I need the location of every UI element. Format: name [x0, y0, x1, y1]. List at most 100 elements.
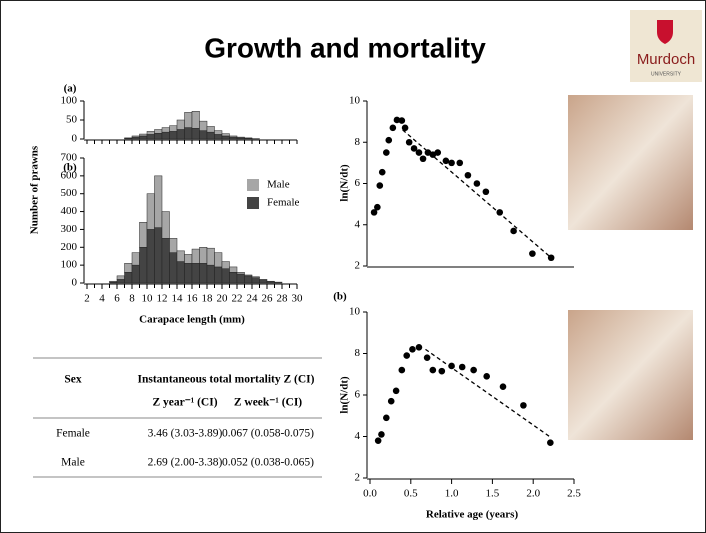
bar — [139, 133, 148, 137]
y-tick-label: 500 — [61, 187, 78, 199]
bar — [176, 119, 185, 130]
point — [547, 439, 554, 447]
logo: Murdoch UNIVERSITY — [630, 10, 702, 82]
table-header: Sex — [64, 374, 82, 386]
bar — [184, 254, 193, 264]
point — [482, 188, 490, 196]
bar — [146, 193, 155, 230]
point — [438, 367, 446, 375]
table-cell: 3.46 (3.03-3.89) — [148, 428, 223, 440]
y-tick-label: 2 — [355, 260, 361, 272]
bar — [251, 277, 260, 284]
x-tick-label: 8 — [129, 293, 135, 305]
bar — [176, 129, 185, 140]
bar — [221, 268, 230, 284]
x-tick-label: 2 — [84, 293, 90, 305]
bar — [169, 131, 178, 140]
y-tick-label: 2 — [355, 472, 361, 484]
point — [383, 149, 390, 156]
bar — [154, 227, 163, 284]
point — [510, 227, 517, 235]
point — [499, 383, 507, 391]
legend-label: Female — [267, 197, 299, 209]
y-tick-label: 50 — [66, 114, 78, 126]
x-tick-label: 1.5 — [486, 488, 500, 500]
table-cell: 0.067 (0.058-0.075) — [222, 428, 314, 440]
point — [423, 354, 431, 361]
y-tick-label: 700 — [61, 152, 78, 164]
bar — [229, 136, 238, 140]
bar — [251, 276, 260, 278]
x-tick-label: 30 — [292, 293, 304, 305]
bar — [221, 133, 230, 137]
x-tick-label: 24 — [247, 293, 259, 305]
bar — [154, 133, 163, 140]
bar — [139, 222, 148, 248]
x-tick-label: 22 — [232, 293, 243, 305]
y-tick-label: 0 — [72, 133, 78, 145]
y-tick-label: 600 — [61, 169, 78, 181]
bar — [199, 263, 208, 284]
point — [398, 366, 406, 374]
point — [383, 414, 390, 422]
bar — [116, 279, 125, 284]
bar — [221, 261, 230, 269]
y-tick-label: 8 — [355, 347, 361, 359]
bar — [236, 136, 245, 139]
point — [448, 159, 455, 167]
point — [410, 145, 418, 152]
bar — [229, 266, 238, 273]
x-axis-label: Carapace length (mm) — [139, 314, 245, 326]
point — [456, 159, 464, 167]
point — [387, 397, 395, 405]
bar — [214, 130, 223, 135]
point — [403, 352, 411, 359]
point — [374, 203, 381, 211]
point — [429, 366, 437, 374]
y-tick-label: 4 — [355, 218, 361, 230]
x-tick-label: 12 — [157, 293, 168, 305]
point — [483, 373, 490, 380]
point — [434, 149, 442, 156]
x-tick-label: 2.5 — [567, 488, 581, 500]
legend-swatch — [247, 197, 259, 209]
point — [415, 343, 423, 351]
bar — [236, 273, 245, 284]
x-tick-label: 16 — [187, 293, 199, 305]
bar — [161, 238, 170, 284]
point — [398, 117, 406, 124]
mortality-table: Sex Instantaneous total mortality Z (CI)… — [33, 357, 322, 478]
bar — [124, 263, 133, 273]
point — [520, 402, 527, 409]
bar — [191, 128, 200, 140]
y-tick-label: 10 — [349, 95, 361, 107]
bar — [184, 127, 193, 140]
point — [419, 155, 427, 163]
bar — [199, 247, 208, 264]
bar — [191, 248, 200, 264]
y-tick-label: 100 — [61, 259, 78, 271]
y-tick-label: 300 — [61, 223, 78, 235]
bar — [169, 125, 178, 132]
fit-line — [425, 348, 550, 438]
bar — [191, 111, 200, 129]
point — [409, 346, 416, 353]
logo-subtitle: UNIVERSITY — [651, 71, 682, 77]
bar — [131, 135, 140, 138]
table-subheader: Z year⁻¹ (CI) — [152, 397, 217, 409]
bar — [214, 252, 223, 268]
x-tick-label: 14 — [172, 293, 184, 305]
bar — [124, 272, 133, 284]
y-axis-label: ln(N/dt) — [339, 164, 351, 202]
point — [385, 136, 393, 144]
table-cell: Male — [61, 457, 85, 469]
y-tick-label: 0 — [72, 277, 78, 289]
x-tick-label: 1.0 — [445, 488, 459, 500]
table-cell: 0.052 (0.038-0.065) — [222, 457, 314, 469]
bar — [169, 238, 178, 253]
bar — [274, 281, 283, 284]
bar — [169, 252, 178, 284]
legend-swatch — [247, 179, 259, 191]
bar — [206, 264, 215, 284]
